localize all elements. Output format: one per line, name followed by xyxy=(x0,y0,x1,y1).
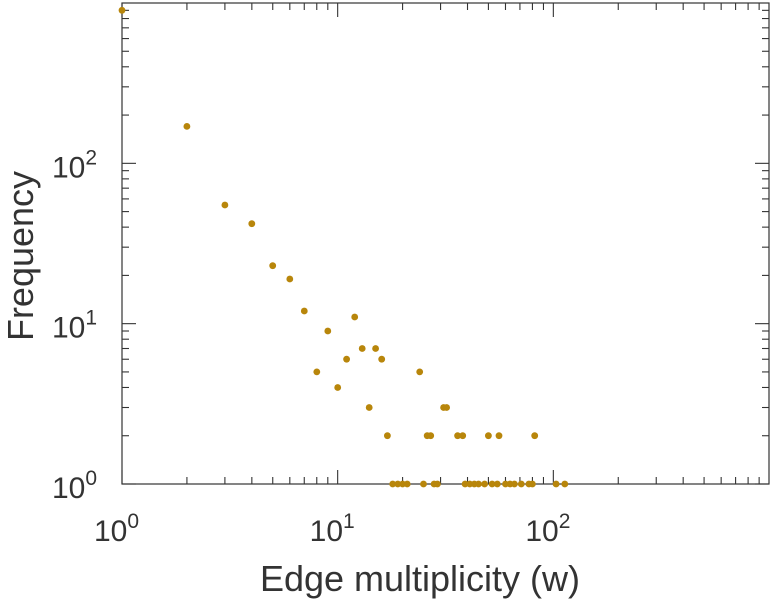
data-point xyxy=(443,404,450,411)
data-point xyxy=(248,220,256,228)
data-point xyxy=(552,480,560,488)
data-point xyxy=(485,432,492,440)
data-point xyxy=(517,480,525,488)
data-point xyxy=(324,327,332,335)
axis-tick-labels: 100 101 102 100 101 102 xyxy=(52,146,570,548)
data-point xyxy=(269,262,277,270)
y-tick-label: 102 xyxy=(52,146,97,184)
data-point xyxy=(459,432,467,440)
data-point xyxy=(531,432,539,440)
data-point xyxy=(434,480,441,488)
data-point xyxy=(384,432,391,440)
plot-frame xyxy=(121,2,770,485)
data-point xyxy=(378,355,386,363)
x-tick-label: 101 xyxy=(310,510,355,548)
data-point xyxy=(365,404,373,411)
y-axis-label: Frequency xyxy=(0,171,41,341)
data-point xyxy=(529,480,536,488)
axis-ticks xyxy=(121,3,769,485)
data-point xyxy=(343,355,350,363)
data-point xyxy=(493,480,501,488)
x-axis-label: Edge multiplicity (w) xyxy=(260,558,580,599)
data-point xyxy=(372,345,379,352)
data-point xyxy=(334,384,342,391)
data-point xyxy=(351,313,359,321)
data-point xyxy=(511,480,518,488)
data-point xyxy=(394,480,402,488)
data-point xyxy=(454,432,461,440)
data-point xyxy=(300,307,308,315)
x-tick-label: 102 xyxy=(525,510,570,548)
data-point xyxy=(475,480,482,488)
data-point xyxy=(118,6,126,14)
data-point xyxy=(389,480,397,488)
data-point xyxy=(420,480,427,488)
y-tick-label: 100 xyxy=(52,467,97,505)
data-point xyxy=(358,345,366,352)
data-point xyxy=(481,480,488,488)
x-tick-label: 100 xyxy=(94,510,139,548)
data-point xyxy=(416,368,424,376)
data-point xyxy=(221,201,229,209)
data-point xyxy=(495,432,503,440)
data-point xyxy=(461,480,469,488)
data-points xyxy=(118,6,569,488)
data-point xyxy=(183,123,191,130)
data-point xyxy=(286,275,294,283)
data-point xyxy=(561,480,569,488)
data-point xyxy=(488,480,496,488)
data-point xyxy=(313,368,321,376)
data-point xyxy=(403,480,411,488)
data-point xyxy=(427,432,435,440)
y-tick-label: 101 xyxy=(52,307,97,345)
